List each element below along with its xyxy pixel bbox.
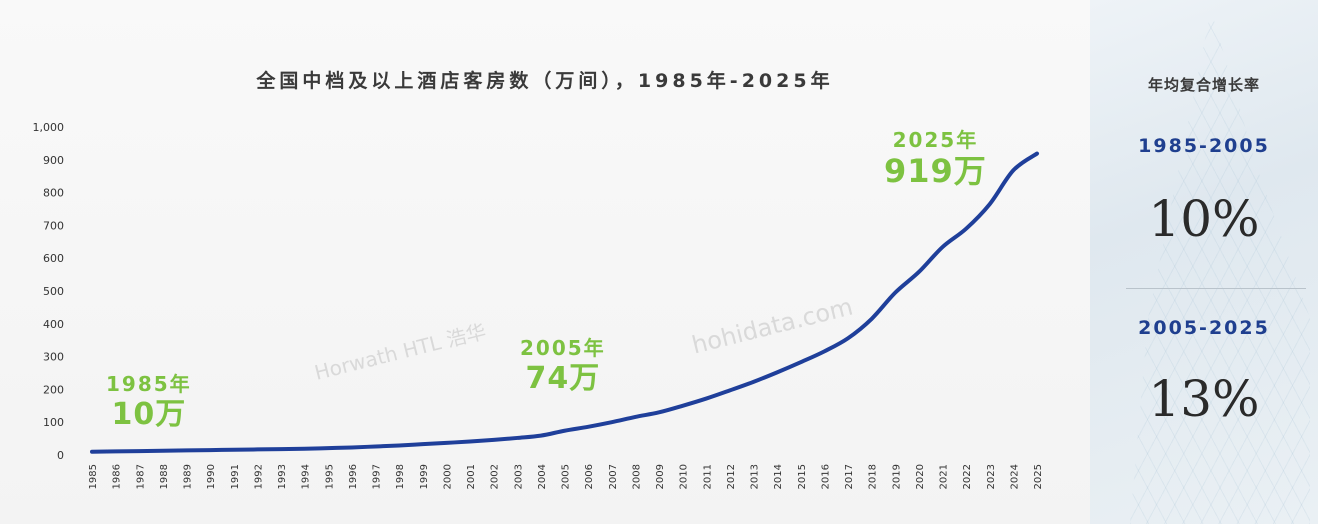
y-tick-label: 400 [43,318,64,331]
x-tick-label: 2008 [631,464,642,489]
x-tick-label: 2010 [679,464,690,489]
x-tick-label: 2019 [891,464,902,489]
y-tick-label: 500 [43,285,64,298]
x-tick-label: 1991 [230,464,241,489]
x-tick-label: 1994 [301,464,312,489]
cagr-range-1: 1985-2005 [1138,135,1270,157]
x-tick-label: 1989 [183,464,194,489]
x-tick-label: 2022 [962,464,973,489]
annotation-year-label: 2025年 [892,128,979,152]
x-tick-label: 2016 [820,464,831,489]
y-tick-label: 800 [43,187,64,200]
x-tick-label: 2009 [655,464,666,489]
x-tick-label: 2025 [1033,464,1044,489]
x-tick-label: 2007 [608,464,619,489]
annotation-year-label: 1985年 [106,372,192,396]
annotation-2005: 2005年 74万 [520,332,606,397]
x-tick-label: 2021 [939,464,950,489]
x-tick-label: 2005 [561,464,572,489]
cagr-range-2: 2005-2025 [1138,317,1270,339]
y-axis: 0 100 200 300 400 500 600 700 800 900 1,000 [33,121,65,462]
x-tick-label: 2015 [797,464,808,489]
y-tick-label: 1,000 [33,121,65,134]
x-tick-label: 2024 [1009,464,1020,489]
x-tick-label: 1997 [372,464,383,489]
x-tick-label: 2004 [537,464,548,489]
cagr-rate-2: 13% [1148,370,1260,428]
x-tick-label: 1986 [112,464,123,489]
y-tick-label: 300 [43,351,64,364]
x-tick-label: 1996 [348,464,359,489]
y-tick-label: 900 [43,154,64,167]
chart-title: 全国中档及以上酒店客房数（万间），1985年-2025年 [256,70,834,92]
y-tick-label: 200 [43,383,64,396]
annotation-year-label: 2005年 [520,336,606,360]
x-tick-label: 2017 [844,464,855,489]
chart-panel: 0 100 200 300 400 500 600 700 800 900 1,000 1985 19… [0,0,1090,524]
x-tick-label: 2006 [584,464,595,489]
annotation-1985: 1985年 10万 [106,368,192,433]
cagr-title: 年均复合增长率 [1147,76,1260,94]
x-tick-label: 2023 [986,464,997,489]
x-tick-label: 2018 [868,464,879,489]
x-tick-label: 2001 [466,464,477,489]
x-tick-label: 1998 [395,464,406,489]
x-tick-label: 1988 [159,464,170,489]
annotation-2025: 2025年 919万 [884,124,987,189]
x-tick-label: 1999 [419,464,430,489]
x-tick-label: 1987 [135,464,146,489]
x-tick-label: 1992 [253,464,264,489]
x-tick-label: 1990 [206,464,217,489]
x-tick-label: 2012 [726,464,737,489]
annotation-value-label: 74万 [525,361,601,396]
cagr-panel: 年均复合增长率 1985-2005 10% 2005-2025 13% [1090,0,1318,524]
x-tick-label: 2011 [702,464,713,489]
x-tick-label: 2014 [773,464,784,489]
x-tick-label: 2013 [750,464,761,489]
x-tick-label: 2002 [490,464,501,489]
y-tick-label: 700 [43,219,64,232]
y-tick-label: 0 [57,449,64,462]
cagr-rate-1: 10% [1148,190,1260,248]
y-tick-label: 600 [43,252,64,265]
cagr-divider [1126,288,1306,289]
series-line [90,151,1039,454]
x-tick-label: 1995 [324,464,335,489]
x-tick-label: 2000 [442,464,453,489]
y-tick-label: 100 [43,416,64,429]
x-tick-label: 1993 [277,464,288,489]
x-axis: 1985 1986 1987 1988 1989 1990 1991 1992 1993 1994… [88,464,1044,489]
annotation-value-label: 919万 [884,152,987,190]
x-tick-label: 2003 [513,464,524,489]
series-group [90,151,1039,454]
annotation-value-label: 10万 [111,397,187,432]
x-tick-label: 1985 [88,464,99,489]
x-tick-label: 2020 [915,464,926,489]
